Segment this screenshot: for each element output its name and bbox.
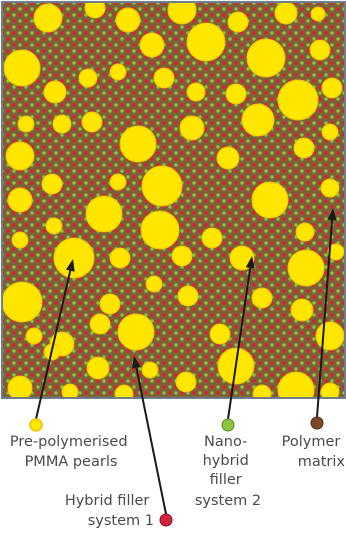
pmma-pearls <box>2 2 345 398</box>
pmma-pearl <box>293 137 315 159</box>
pmma-pearl <box>84 2 106 19</box>
pmma-pearl <box>109 63 127 81</box>
pmma-pearl <box>186 22 226 62</box>
pointer-arrows <box>35 208 337 515</box>
arrow-shaft <box>35 270 72 420</box>
pmma-pearl <box>5 141 35 171</box>
pmma-pearl <box>186 82 206 102</box>
pmma-pearl <box>175 371 197 393</box>
pmma-pearl <box>177 285 199 307</box>
pmma-pearl <box>45 217 63 235</box>
arrow-shaft <box>135 367 167 515</box>
pmma-pearl <box>52 114 72 134</box>
pmma-pearl <box>86 356 110 380</box>
arrow-polymer-matrix <box>316 208 337 418</box>
pmma-pearl <box>7 187 33 213</box>
pmma-pearl <box>3 49 41 87</box>
pmma-pearl <box>209 323 231 345</box>
pmma-pearl <box>277 371 315 398</box>
pmma-pearl <box>246 38 286 78</box>
pmma-pearl <box>287 249 325 287</box>
pmma-pearl <box>309 39 331 61</box>
nano-filler-marker <box>221 418 235 432</box>
hybrid-filler-marker <box>159 513 173 527</box>
pmma-pearl <box>17 115 35 133</box>
pmma-pearl <box>227 11 249 33</box>
pmma-pearl <box>216 146 240 170</box>
pmma-pearl <box>167 2 197 25</box>
pmma-pearl <box>85 195 123 233</box>
arrow-shaft <box>227 267 252 420</box>
pmma-pearl <box>11 231 29 249</box>
pmma-pearl <box>41 173 63 195</box>
pmma-pearl <box>251 287 273 309</box>
pmma-pearl <box>145 275 163 293</box>
pmma-pearl <box>43 80 67 104</box>
pmma-pearl <box>321 123 339 141</box>
pmma-pearl <box>277 79 319 121</box>
arrow-shaft <box>316 219 334 418</box>
label-polymer-matrix: Polymer matrix <box>282 434 346 470</box>
pmma-pearl <box>119 125 157 163</box>
pmma-pearl <box>141 165 183 207</box>
arrow-head <box>327 208 337 221</box>
label-nano-hybrid-filler: Nano- hybrid filler system 2 <box>195 434 261 509</box>
pmma-pearl <box>274 2 298 25</box>
pmma-pearl <box>320 382 340 398</box>
arrow-head <box>131 356 141 369</box>
pmma-pearl <box>153 67 175 89</box>
pmma-pearl <box>225 83 247 105</box>
pmma-pearl <box>81 111 103 133</box>
arrow-head <box>245 256 255 269</box>
pmma-pearl <box>171 245 193 267</box>
pmma-pearl <box>99 293 121 315</box>
pmma-pearl <box>115 7 141 33</box>
pmma-pearl <box>321 77 343 99</box>
pmma-pearl <box>53 237 95 279</box>
arrow-nano-filler <box>227 256 255 420</box>
pmma-pearl <box>61 383 79 398</box>
pmma-pearl <box>290 298 314 322</box>
pmma-pearl <box>295 222 315 242</box>
pmma-pearl <box>315 321 345 351</box>
pmma-pearl <box>25 327 43 345</box>
pmma-pearl <box>141 361 159 379</box>
arrow-hybrid-filler <box>131 356 167 515</box>
pmma-pearl <box>201 227 223 249</box>
pmma-pearl <box>139 32 165 58</box>
pmma-pearl <box>320 178 340 198</box>
pmma-pearl <box>241 103 275 137</box>
pmma-pearl <box>2 281 43 323</box>
arrow-pmma-pearls <box>35 259 75 420</box>
pmma-pearl <box>114 384 134 398</box>
pmma-pearl <box>7 375 33 398</box>
pmma-pearl <box>78 68 98 88</box>
pmma-pearl <box>33 3 63 33</box>
pmma-pearl <box>310 6 326 22</box>
composite-border <box>1 1 346 399</box>
label-pmma-pearls: Pre-polymerised PMMA pearls <box>10 434 132 470</box>
pmma-pearl-marker <box>29 418 43 432</box>
pmma-pearl <box>109 247 131 269</box>
label-hybrid-filler: Hybrid filler system 1 <box>65 493 154 529</box>
pmma-pearl <box>117 313 155 351</box>
pmma-pearl <box>109 173 127 191</box>
arrow-head <box>65 259 75 272</box>
pmma-pearl <box>179 115 205 141</box>
pmma-pearl <box>252 384 272 398</box>
polymer-matrix-marker <box>310 416 324 430</box>
pmma-pearl <box>89 313 111 335</box>
pmma-pearl <box>251 181 289 219</box>
pmma-pearl <box>140 210 180 250</box>
